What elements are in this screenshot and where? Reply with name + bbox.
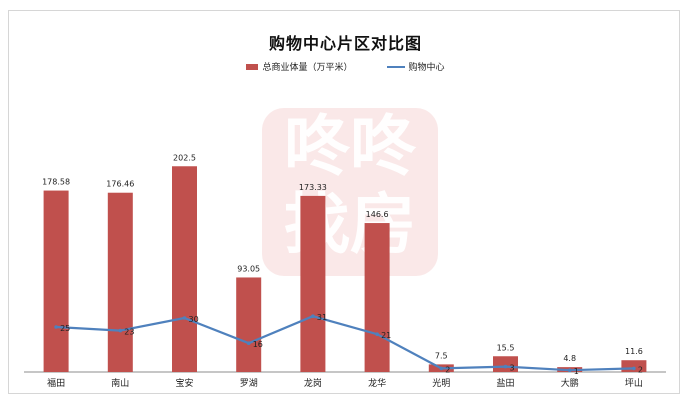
line-value-label: 3 — [510, 364, 515, 373]
line-point — [246, 341, 251, 346]
legend-label-bars: 总商业体量（万平米） — [262, 63, 353, 73]
bar-福田 — [43, 190, 69, 372]
category-label: 光明 — [432, 377, 450, 389]
chart-legend: 总商业体量（万平米） 购物中心 — [0, 60, 691, 73]
legend-item-bars: 总商业体量（万平米） — [246, 60, 353, 73]
line-value-label: 23 — [124, 328, 134, 337]
line-series-shopping-centers — [56, 315, 634, 372]
category-label: 福田 — [47, 377, 65, 389]
legend-swatch-bars — [246, 63, 259, 70]
category-label: 大鹏 — [561, 377, 579, 389]
line-point — [182, 316, 187, 320]
bar-value-label: 11.6 — [625, 347, 643, 356]
bar-罗湖 — [236, 277, 262, 372]
chart-title: 购物中心片区对比图 — [268, 34, 422, 53]
legend-swatch-line — [386, 65, 405, 68]
category-label: 南山 — [111, 377, 129, 389]
line-point — [118, 328, 123, 333]
line-value-label: 16 — [253, 340, 263, 349]
bar-value-label: 176.46 — [106, 180, 134, 189]
category-label: 坪山 — [625, 378, 643, 389]
category-label: 龙岗 — [304, 377, 322, 389]
line-point — [311, 314, 315, 319]
line-value-label: 21 — [381, 331, 391, 340]
line-point — [439, 366, 444, 371]
bar-value-label: 7.5 — [435, 351, 448, 360]
line-point — [632, 366, 636, 371]
line-value-label: 30 — [189, 315, 199, 324]
category-label: 盐田 — [496, 377, 514, 389]
legend-item-line: 购物中心 — [386, 60, 445, 73]
legend-label-line: 购物中心 — [408, 63, 445, 73]
bar-value-label: 4.8 — [563, 354, 576, 363]
category-label: 龙华 — [368, 377, 386, 389]
bar-坪山 — [621, 360, 647, 372]
category-label: 宝安 — [175, 377, 193, 389]
line-point — [54, 325, 58, 329]
bar-value-label: 178.58 — [42, 178, 70, 187]
bar-龙华 — [364, 223, 390, 372]
watermark-line-1: 咚咚 — [284, 108, 416, 185]
bar-南山 — [107, 192, 133, 372]
line-value-label: 2 — [445, 365, 450, 374]
bar-value-label: 15.5 — [497, 343, 515, 352]
bar-value-label: 93.05 — [237, 264, 260, 273]
bar-value-label: 146.6 — [366, 210, 389, 219]
line-value-label: 2 — [638, 365, 643, 374]
category-label: 罗湖 — [240, 378, 258, 389]
line-point — [375, 332, 379, 337]
bar-value-label: 173.33 — [299, 183, 327, 192]
line-value-label: 25 — [60, 324, 70, 333]
bar-宝安 — [172, 166, 197, 372]
line-point — [567, 368, 572, 373]
bar-龙岗 — [300, 195, 326, 372]
line-value-label: 31 — [317, 313, 327, 322]
bar-盐田 — [493, 356, 518, 372]
bar-value-label: 202.5 — [173, 153, 196, 162]
line-point — [503, 364, 508, 369]
line-value-label: 1 — [574, 367, 579, 376]
